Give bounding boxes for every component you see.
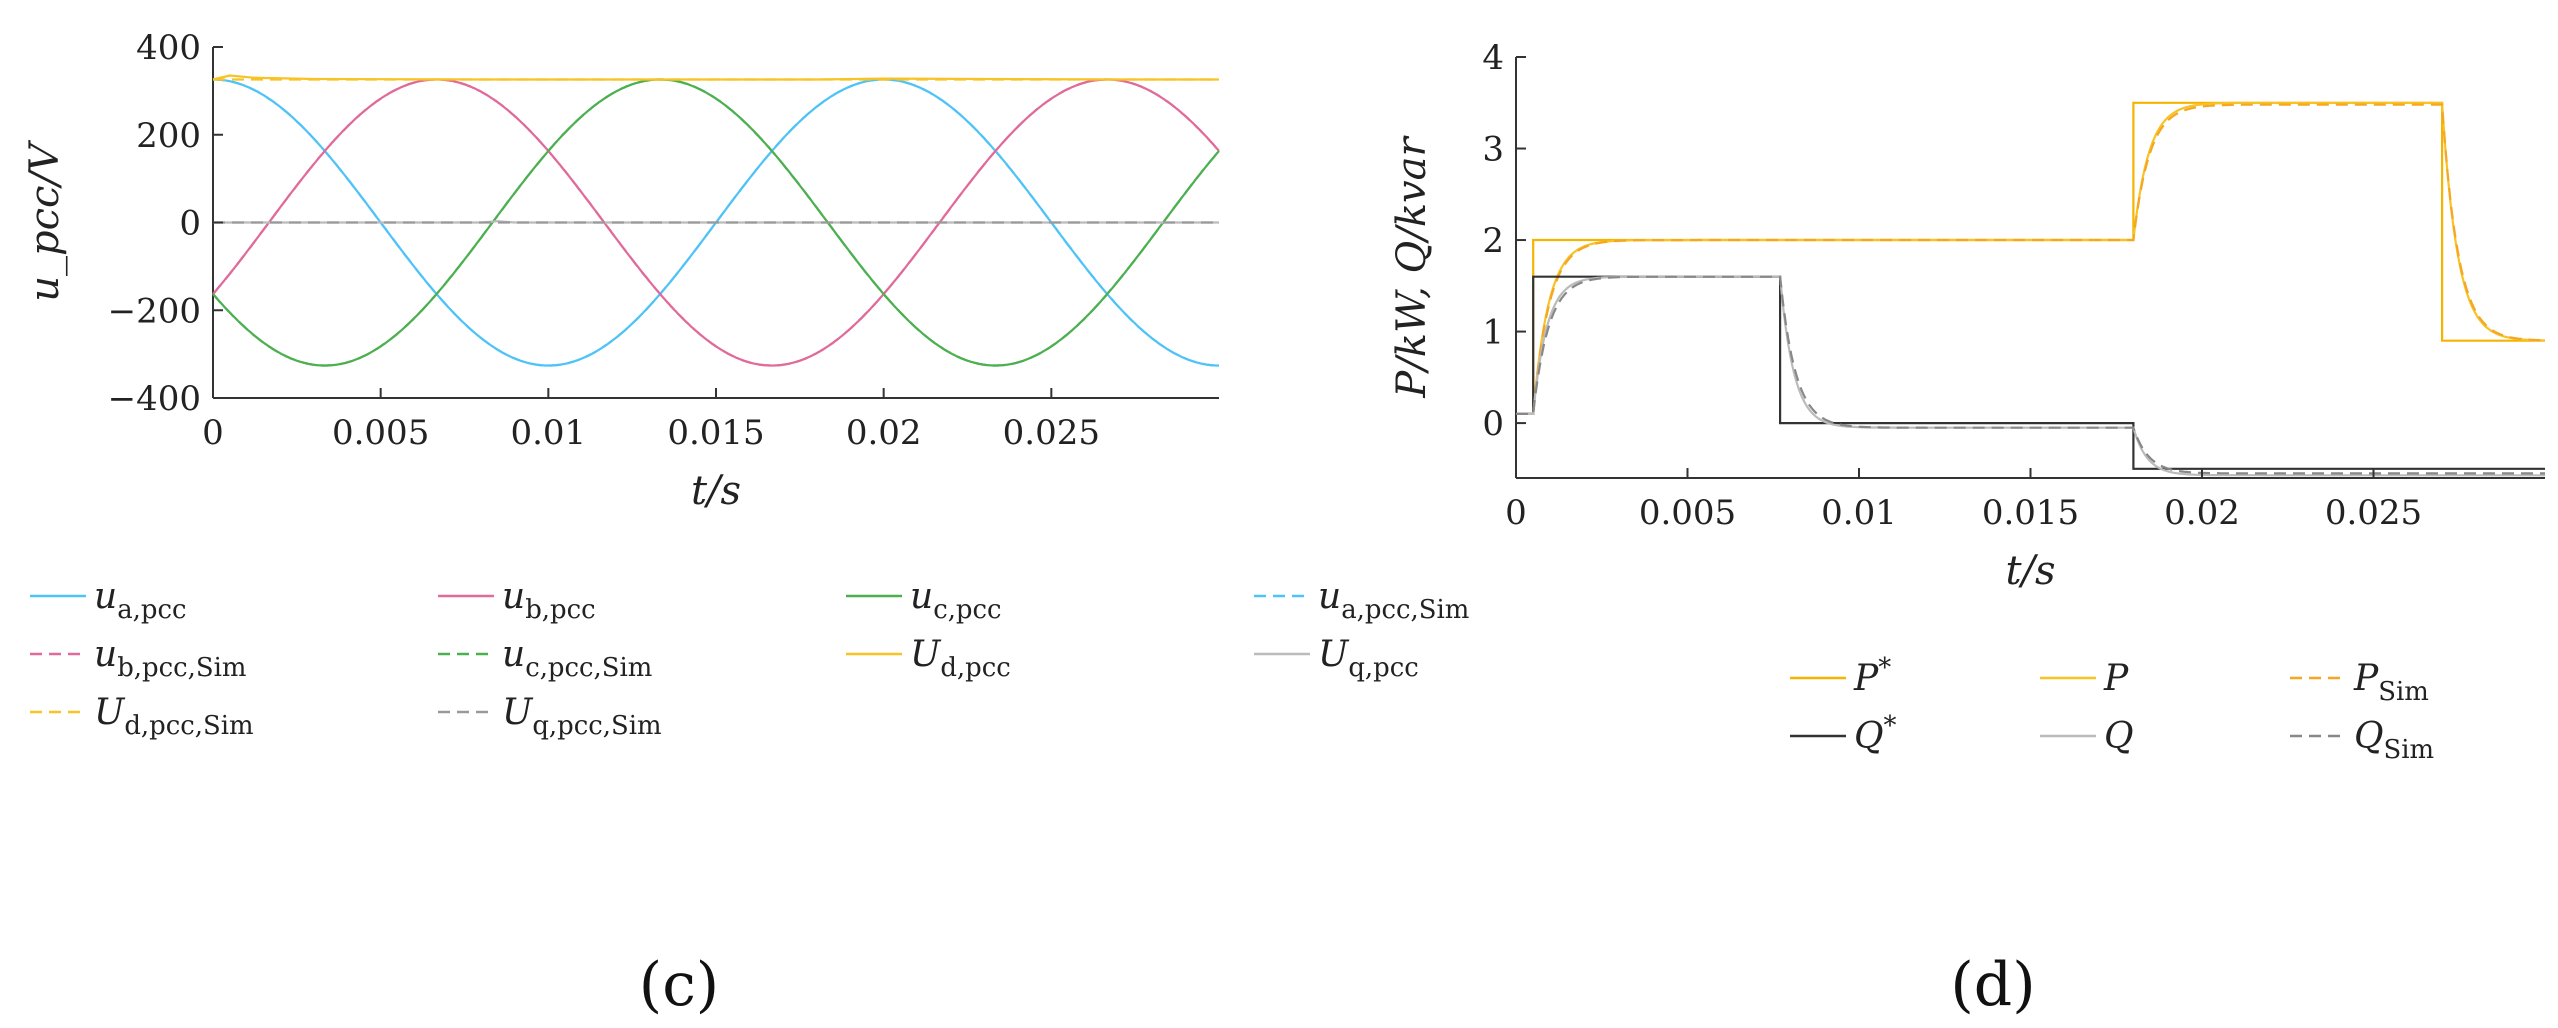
legend-entry-label: Ud,pcc: [910, 634, 1011, 683]
legend-entry-label: Uq,pcc,Sim: [502, 692, 662, 741]
legend-entry-label: PSim: [2353, 658, 2429, 707]
y-tick-label: −200: [108, 291, 201, 331]
panel-label-c: (c): [639, 950, 719, 1020]
y-tick-label: 0: [1482, 404, 1504, 444]
legend-entry-label: ub,pcc: [502, 576, 596, 625]
y-tick-label: 0: [179, 204, 201, 244]
legend-entry-label: Q*: [1854, 711, 1897, 757]
y-tick-label: 3: [1482, 130, 1504, 170]
y-tick-label: 200: [136, 116, 201, 156]
legend-entry-label: P: [2103, 658, 2129, 699]
legend-entry-label: ub,pcc,Sim: [94, 634, 246, 683]
x-tick-label: 0.01: [510, 413, 586, 453]
y-axis-label: u_pcc/V: [22, 139, 68, 302]
y-tick-label: 2: [1482, 221, 1504, 261]
y-axis-label: P/kW, Q/kvar: [1389, 135, 1435, 399]
x-tick-label: 0.015: [1982, 493, 2079, 533]
chart-panel-d: 0 0.005 0.01 0.015 0.02 0.025 0 1 2 3 4 t/s P/kW, Q/…: [1389, 38, 2545, 1020]
legend-entry-label: Uq,pcc: [1318, 634, 1419, 683]
x-axis-label: t/s: [2005, 548, 2055, 594]
x-tick-label: 0: [202, 413, 224, 453]
x-tick-label: 0.02: [2164, 493, 2240, 533]
legend-entry-label: ua,pcc: [94, 576, 186, 625]
legend-entry-label: Ud,pcc,Sim: [94, 692, 254, 741]
series-line-d-0: [1516, 101, 2545, 415]
x-tick-label: 0: [1505, 493, 1527, 533]
legend-entry-label: uc,pcc: [910, 576, 1002, 625]
legend-entry-label: uc,pcc,Sim: [502, 634, 652, 683]
legend-entry-label: Q: [2104, 716, 2134, 757]
legend-entry-label: QSim: [2354, 716, 2434, 765]
series-line-c-4: [212, 78, 1220, 367]
y-tick-label: 1: [1482, 313, 1504, 353]
x-tick-label: 0.01: [1821, 493, 1897, 533]
series-line-d-1: [1516, 101, 2545, 415]
x-axis-label: t/s: [691, 468, 741, 514]
x-tick-label: 0.005: [332, 413, 429, 453]
legend-entry-label: ua,pcc,Sim: [1318, 576, 1469, 625]
series-line-d-2: [1516, 103, 2545, 415]
x-tick-label: 0.015: [667, 413, 764, 453]
series-line-d-3: [1516, 275, 2545, 470]
x-tick-label: 0.025: [2325, 493, 2422, 533]
x-tick-label: 0.025: [1003, 413, 1100, 453]
series-line-c-5: [212, 78, 1220, 367]
series-line-d-5: [1516, 275, 2545, 475]
y-tick-label: 4: [1482, 38, 1504, 78]
x-tick-label: 0.02: [846, 413, 922, 453]
x-tick-label: 0.005: [1639, 493, 1736, 533]
y-tick-label: −400: [108, 379, 201, 419]
legend-entry-label: P*: [1853, 653, 1891, 699]
panel-label-d: (d): [1950, 950, 2035, 1020]
y-tick-label: 400: [136, 28, 201, 68]
chart-panel-c: 0 0.005 0.01 0.015 0.02 0.025 −400 −200 0 200 400 t…: [22, 28, 1469, 1020]
series-line-d-4: [1516, 275, 2545, 477]
